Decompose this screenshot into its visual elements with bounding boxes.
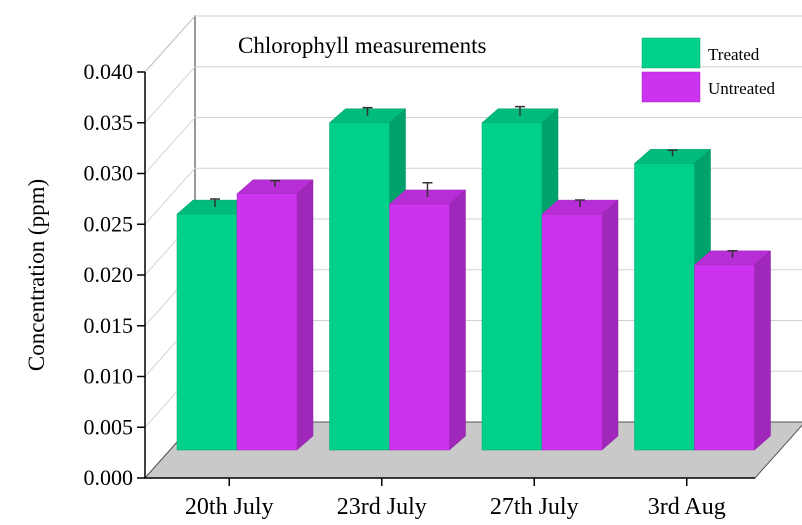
chart-title: Chlorophyll measurements: [238, 33, 487, 58]
bar-untreated: [541, 213, 603, 451]
x-tick-label: 27th July: [490, 494, 579, 520]
y-axis-title: Concentration (ppm): [24, 179, 49, 371]
bar-untreated: [694, 264, 755, 451]
chart-legend: Treated Untreated: [641, 37, 776, 103]
y-tick-label: 0.020: [84, 262, 134, 287]
side-gridline: [144, 15, 196, 73]
bar-untreated: [236, 193, 298, 451]
bar-treated: [481, 122, 543, 451]
bar-side: [754, 250, 771, 451]
legend-label: Untreated: [708, 79, 776, 98]
legend-swatch: [641, 71, 701, 103]
y-tick-label: 0.010: [84, 364, 134, 389]
side-gridline: [144, 167, 196, 225]
legend-label: Treated: [708, 45, 760, 64]
x-tick-label: 20th July: [185, 494, 274, 520]
y-tick-label: 0.000: [84, 465, 134, 490]
y-tick-label: 0.005: [84, 414, 134, 439]
y-tick-label: 0.030: [84, 161, 134, 186]
y-tick-label: 0.015: [84, 313, 134, 338]
legend-swatch: [641, 37, 701, 69]
bar-treated: [176, 213, 238, 451]
bar-side: [601, 199, 619, 451]
y-tick-label: 0.040: [84, 59, 134, 84]
y-tick-label: 0.025: [84, 211, 134, 236]
bar-untreated: [389, 203, 450, 451]
side-gridline: [144, 117, 196, 174]
x-tick-label: 23rd July: [337, 494, 427, 520]
chart-bars: [176, 105, 772, 451]
chart-axes: 0.000 0.005 0.010 0.015 0.020 0.025 0.030 0.035…: [84, 59, 755, 520]
bar-treated: [329, 122, 390, 451]
y-tick-label: 0.035: [84, 110, 134, 135]
bar-side: [449, 189, 466, 451]
bar-treated: [634, 163, 695, 451]
side-gridline: [144, 66, 196, 124]
bar-side: [296, 179, 314, 451]
x-tick-label: 3rd Aug: [648, 494, 726, 520]
